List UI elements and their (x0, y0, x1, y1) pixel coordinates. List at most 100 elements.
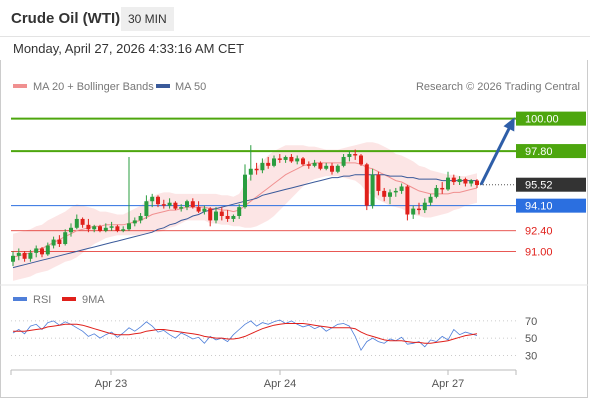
candle (243, 164, 247, 209)
candle (57, 235, 62, 247)
candle-body (98, 226, 102, 231)
candle (277, 154, 282, 163)
candle (370, 168, 375, 209)
candle-body (138, 215, 143, 221)
candle (208, 207, 213, 227)
candle-body (422, 202, 427, 211)
candle-body (132, 220, 137, 224)
candle-body (231, 215, 236, 219)
candle-body (330, 165, 334, 172)
level-label-92-40: 92.40 (525, 226, 553, 238)
candle (167, 198, 172, 209)
candle (382, 187, 387, 202)
candle-body (469, 180, 474, 184)
candle (34, 245, 39, 258)
candle-body (103, 227, 108, 231)
candle-body (202, 208, 207, 212)
candle-body (341, 156, 346, 166)
candle (121, 226, 126, 233)
candle (463, 177, 468, 187)
candle-body (92, 226, 97, 230)
candle-body (446, 177, 450, 190)
level-label-100-00: 100.00 (525, 114, 559, 126)
candle-body (370, 174, 375, 206)
candle-body (214, 211, 218, 221)
candle (16, 248, 21, 261)
chart-frame (0, 60, 588, 398)
candle (393, 187, 398, 197)
candle-body (185, 201, 189, 208)
level-label-91-00: 91.00 (525, 246, 553, 258)
candle (353, 149, 358, 160)
candle (272, 155, 276, 168)
ma20-legend-label: MA 20 + Bollinger Bands (33, 81, 154, 93)
candle-body (179, 207, 184, 209)
candle (428, 193, 433, 206)
candle-body (388, 192, 392, 197)
candle-body (86, 224, 91, 230)
candle-body (156, 196, 160, 205)
candle-body (74, 218, 79, 228)
candle-body (289, 156, 294, 162)
candle (399, 183, 404, 194)
candle-body (457, 179, 462, 183)
candle (63, 229, 68, 246)
candle (115, 224, 120, 233)
candle (457, 176, 462, 185)
candle (161, 199, 166, 209)
candle-body (417, 208, 421, 211)
candle-body (69, 227, 73, 233)
candle (132, 217, 137, 227)
candle-body (393, 190, 398, 193)
candle (411, 205, 416, 219)
current-price-tag (516, 177, 586, 192)
x-tick-label-1: Apr 24 (264, 378, 296, 390)
candle-body (306, 164, 311, 166)
candle (341, 154, 346, 168)
candle (173, 201, 178, 211)
candle (359, 154, 363, 166)
candle-body (318, 162, 323, 169)
rsi-tick-50: 50 (525, 333, 537, 345)
candle (138, 213, 143, 224)
candle-body (283, 156, 288, 160)
candle-body (451, 177, 456, 183)
candle (324, 162, 329, 171)
x-tick-label-2: Apr 27 (432, 378, 464, 390)
candle-body (115, 226, 120, 231)
candle (98, 224, 102, 233)
candle (225, 210, 230, 222)
candle (417, 202, 421, 215)
candle (127, 156, 131, 231)
candle (422, 198, 427, 214)
candle (306, 161, 311, 169)
candle (69, 223, 73, 237)
candle (22, 251, 27, 262)
current-price-label: 95.52 (525, 180, 553, 192)
candle (214, 207, 218, 224)
candle (330, 162, 334, 175)
candle-body (28, 252, 33, 259)
candle-body (364, 164, 369, 206)
candle (86, 218, 91, 233)
candle (440, 182, 445, 194)
rsi-legend-swatch (13, 297, 27, 301)
rsi-ma-legend-swatch (62, 297, 76, 301)
candle-body (51, 239, 56, 246)
candle-body (382, 190, 387, 197)
candle-body (248, 168, 253, 175)
level-tag-100-00 (516, 111, 586, 126)
candle (28, 249, 33, 262)
candle (260, 158, 265, 174)
price-plot: 100.00 97.80 95.52 94.10 92.40 91.00 (11, 111, 586, 281)
rsi-line (12, 319, 478, 352)
timeframe-badge[interactable]: 30 MIN (121, 7, 174, 31)
candle-body (63, 232, 68, 245)
candle (103, 223, 108, 233)
candle (11, 251, 15, 267)
candle-body (237, 207, 242, 216)
candle-body (109, 226, 114, 228)
rsi-legend-label: RSI (33, 294, 51, 306)
x-axis: Apr 23 Apr 24 Apr 27 (10, 370, 517, 390)
candle (150, 193, 155, 208)
